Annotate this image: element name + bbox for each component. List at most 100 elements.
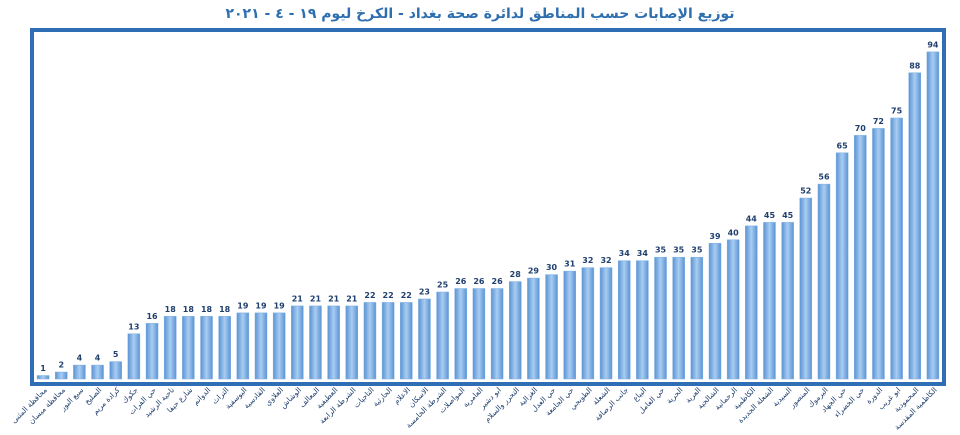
bar	[272, 312, 286, 380]
bar	[54, 371, 68, 380]
bar	[599, 267, 613, 380]
bar	[617, 260, 631, 380]
bar	[854, 135, 867, 380]
value-label: 28	[510, 270, 522, 279]
value-label: 45	[782, 211, 794, 220]
bar	[908, 72, 922, 380]
bar	[182, 316, 195, 380]
value-label: 4	[95, 354, 101, 363]
value-label: 16	[146, 312, 158, 321]
value-label: 4	[77, 354, 83, 363]
value-label: 2	[58, 361, 64, 370]
value-label: 19	[237, 301, 249, 310]
value-label: 32	[582, 256, 593, 265]
value-label: 18	[183, 305, 195, 314]
bar	[781, 222, 794, 380]
value-label: 70	[855, 124, 867, 133]
bar	[73, 364, 86, 380]
bar	[508, 281, 522, 380]
bar	[127, 333, 141, 380]
bar	[545, 274, 558, 380]
value-label: 21	[328, 294, 340, 303]
bar	[745, 225, 758, 380]
value-label: 35	[655, 246, 667, 255]
bar	[799, 197, 813, 380]
value-label: 19	[274, 301, 286, 310]
value-label: 35	[691, 246, 703, 255]
value-label: 31	[564, 260, 576, 269]
bar	[254, 312, 268, 380]
value-label: 94	[927, 40, 939, 49]
value-label: 44	[746, 214, 758, 223]
bar	[200, 316, 213, 380]
bar	[527, 277, 540, 380]
chart-title: توزيع الإصابات حسب المناطق لدائرة صحة بغ…	[225, 6, 734, 22]
value-label: 72	[873, 117, 884, 126]
value-label: 65	[837, 141, 849, 150]
value-label: 25	[437, 281, 449, 290]
value-label: 32	[600, 256, 611, 265]
bar	[690, 256, 704, 380]
bar	[309, 305, 322, 380]
value-label: 18	[201, 305, 213, 314]
value-label: 30	[546, 263, 558, 272]
bar	[654, 256, 667, 380]
value-label: 56	[818, 173, 830, 182]
bar	[672, 256, 685, 380]
value-label: 22	[364, 291, 375, 300]
bar	[291, 305, 304, 380]
value-label: 21	[310, 294, 322, 303]
value-label: 22	[383, 291, 394, 300]
bar	[145, 323, 159, 380]
bar	[581, 267, 595, 380]
value-label: 40	[728, 228, 740, 237]
bar	[926, 51, 940, 380]
bar	[327, 305, 340, 380]
value-label: 5	[113, 350, 119, 359]
bar	[163, 316, 177, 380]
value-label: 52	[800, 187, 811, 196]
value-label: 45	[764, 211, 776, 220]
bar	[872, 128, 885, 380]
value-label: 23	[419, 287, 430, 296]
bar	[109, 361, 122, 380]
bar	[890, 117, 903, 380]
value-label: 34	[637, 249, 649, 258]
bar	[218, 316, 231, 380]
bar	[835, 152, 849, 380]
bar	[817, 183, 831, 380]
value-label: 1	[40, 364, 46, 373]
bar	[490, 288, 504, 380]
bar	[91, 364, 104, 380]
value-label: 21	[292, 294, 304, 303]
value-label: 26	[492, 277, 504, 286]
bar	[345, 305, 359, 380]
value-label: 18	[165, 305, 177, 314]
value-label: 26	[455, 277, 467, 286]
value-label: 75	[891, 107, 903, 116]
value-label: 39	[709, 232, 721, 241]
bar	[708, 243, 722, 380]
value-label: 19	[255, 301, 267, 310]
bar	[418, 298, 431, 380]
bar	[454, 288, 468, 380]
bar	[381, 302, 395, 380]
value-label: 88	[909, 61, 921, 70]
value-label: 26	[473, 277, 485, 286]
bar	[472, 288, 486, 380]
value-label: 34	[619, 249, 631, 258]
value-label: 13	[128, 322, 139, 331]
bar	[636, 260, 649, 380]
bar	[763, 222, 776, 380]
value-label: 35	[673, 246, 685, 255]
bar	[563, 270, 576, 380]
bar	[36, 375, 50, 380]
bar	[726, 239, 740, 380]
bar	[400, 302, 413, 380]
value-label: 22	[401, 291, 412, 300]
bar	[363, 302, 377, 380]
bar	[236, 312, 250, 380]
value-label: 29	[528, 267, 540, 276]
value-label: 18	[219, 305, 231, 314]
